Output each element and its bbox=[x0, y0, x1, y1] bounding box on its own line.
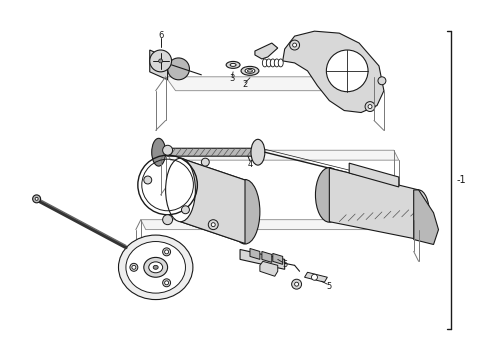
Polygon shape bbox=[273, 253, 283, 264]
Ellipse shape bbox=[247, 69, 252, 72]
Polygon shape bbox=[414, 190, 439, 244]
Ellipse shape bbox=[267, 59, 271, 67]
Ellipse shape bbox=[408, 190, 430, 239]
Circle shape bbox=[130, 264, 138, 271]
Circle shape bbox=[312, 274, 318, 280]
Circle shape bbox=[378, 77, 386, 85]
Circle shape bbox=[211, 223, 215, 227]
Circle shape bbox=[165, 250, 169, 254]
Circle shape bbox=[165, 281, 169, 285]
Circle shape bbox=[159, 59, 163, 63]
Circle shape bbox=[163, 248, 171, 256]
Circle shape bbox=[163, 145, 172, 155]
Text: 4: 4 bbox=[247, 159, 252, 168]
Ellipse shape bbox=[166, 158, 196, 222]
Ellipse shape bbox=[274, 59, 279, 67]
Circle shape bbox=[292, 279, 301, 289]
Ellipse shape bbox=[119, 235, 193, 300]
Circle shape bbox=[208, 220, 218, 230]
Polygon shape bbox=[166, 77, 384, 91]
Circle shape bbox=[144, 176, 152, 184]
Ellipse shape bbox=[245, 68, 255, 73]
Ellipse shape bbox=[230, 180, 260, 244]
Ellipse shape bbox=[262, 59, 268, 67]
Text: 5: 5 bbox=[282, 260, 287, 269]
Circle shape bbox=[365, 102, 375, 112]
Polygon shape bbox=[260, 261, 278, 276]
Text: 6: 6 bbox=[158, 31, 163, 40]
Circle shape bbox=[132, 265, 136, 269]
Ellipse shape bbox=[153, 265, 158, 269]
Circle shape bbox=[181, 206, 190, 214]
Ellipse shape bbox=[149, 262, 163, 273]
Ellipse shape bbox=[241, 66, 259, 75]
Text: 2: 2 bbox=[243, 80, 247, 89]
Polygon shape bbox=[283, 31, 384, 113]
Ellipse shape bbox=[150, 50, 172, 72]
Circle shape bbox=[163, 279, 171, 287]
Ellipse shape bbox=[316, 168, 343, 222]
Ellipse shape bbox=[226, 62, 240, 68]
Circle shape bbox=[35, 197, 38, 201]
Ellipse shape bbox=[251, 139, 265, 165]
Polygon shape bbox=[255, 43, 278, 59]
Polygon shape bbox=[349, 163, 399, 187]
Ellipse shape bbox=[230, 63, 236, 66]
Polygon shape bbox=[329, 168, 418, 239]
Circle shape bbox=[368, 105, 372, 109]
Ellipse shape bbox=[326, 50, 368, 92]
Circle shape bbox=[33, 195, 41, 203]
Ellipse shape bbox=[270, 59, 275, 67]
Circle shape bbox=[293, 43, 296, 47]
Polygon shape bbox=[141, 220, 418, 230]
Text: -1: -1 bbox=[456, 175, 466, 185]
Circle shape bbox=[201, 158, 209, 166]
Polygon shape bbox=[305, 272, 327, 282]
Ellipse shape bbox=[168, 58, 190, 80]
Polygon shape bbox=[150, 50, 168, 80]
Polygon shape bbox=[262, 251, 272, 262]
Text: 3: 3 bbox=[229, 74, 235, 83]
Ellipse shape bbox=[144, 257, 168, 277]
Circle shape bbox=[290, 40, 299, 50]
Ellipse shape bbox=[126, 242, 185, 293]
Polygon shape bbox=[166, 150, 399, 160]
Polygon shape bbox=[180, 158, 245, 243]
Polygon shape bbox=[156, 148, 261, 156]
Ellipse shape bbox=[152, 138, 166, 166]
Text: 5: 5 bbox=[327, 282, 332, 291]
Circle shape bbox=[163, 215, 172, 225]
Circle shape bbox=[294, 282, 298, 286]
Polygon shape bbox=[250, 248, 260, 260]
Ellipse shape bbox=[278, 59, 283, 67]
Polygon shape bbox=[240, 249, 285, 269]
